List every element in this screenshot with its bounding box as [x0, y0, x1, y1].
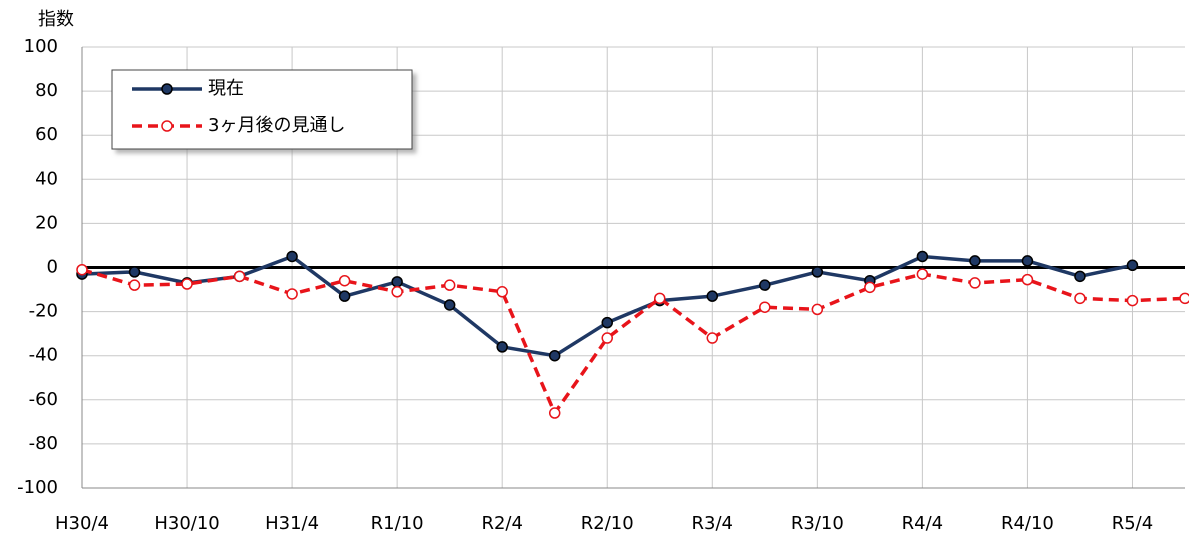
data-point — [548, 407, 561, 419]
data-point — [654, 292, 666, 305]
data-point — [128, 279, 141, 291]
data-point — [864, 281, 876, 294]
data-point — [706, 290, 719, 302]
data-point — [548, 349, 561, 362]
data-point — [1021, 255, 1034, 267]
x-tick-label: H31/4 — [265, 513, 319, 534]
data-point — [233, 270, 246, 283]
x-tick-label: R1/10 — [371, 513, 424, 534]
data-point — [338, 290, 351, 302]
data-point — [601, 316, 613, 329]
data-point — [759, 279, 771, 291]
data-point — [601, 332, 613, 344]
data-point — [969, 277, 981, 289]
data-point — [496, 286, 508, 298]
data-point — [286, 250, 298, 263]
y-tick-label: -40 — [29, 345, 58, 366]
y-tick-label: -20 — [29, 301, 58, 322]
legend-marker — [161, 83, 173, 95]
data-point — [916, 268, 929, 280]
data-point — [706, 332, 719, 344]
x-tick-label: H30/4 — [55, 513, 109, 534]
data-point — [1074, 292, 1086, 305]
x-tick-label: H30/10 — [154, 513, 219, 534]
legend-label: 現在 — [208, 78, 244, 99]
data-point — [181, 278, 193, 290]
series-line — [81, 268, 1186, 417]
data-point — [1179, 292, 1189, 305]
y-tick-label: -100 — [17, 477, 58, 498]
legend: 現在 3ヶ月後の見通し — [111, 69, 413, 150]
data-point — [443, 279, 456, 291]
data-point — [1021, 273, 1034, 286]
data-point — [496, 341, 508, 353]
y-tick-label: 40 — [35, 168, 58, 189]
y-tick-label: 100 — [24, 36, 58, 57]
data-point — [1126, 259, 1139, 272]
data-point — [1074, 270, 1086, 283]
y-axis-title: 指数 — [38, 9, 74, 30]
x-tick-label: R4/10 — [1001, 513, 1054, 534]
data-point — [759, 301, 771, 313]
legend-marker — [161, 120, 173, 132]
x-tick-label: R2/4 — [481, 513, 522, 534]
data-point — [391, 286, 403, 298]
data-point — [969, 255, 981, 267]
data-point — [1126, 294, 1139, 307]
data-point — [811, 266, 824, 278]
legend-box — [111, 69, 413, 150]
y-tick-label: 80 — [35, 80, 58, 101]
x-tick-label: R2/10 — [581, 513, 634, 534]
data-point — [391, 276, 403, 288]
y-tick-label: 0 — [47, 257, 58, 278]
data-point — [443, 299, 456, 311]
data-point — [338, 274, 351, 287]
legend-label: 3ヶ月後の見通し — [208, 115, 345, 136]
x-tick-label: R4/4 — [902, 513, 943, 534]
x-tick-label: R5/4 — [1112, 513, 1153, 534]
data-point — [128, 266, 141, 278]
x-tick-label: R3/10 — [791, 513, 844, 534]
y-tick-label: 20 — [35, 212, 58, 233]
data-point — [811, 303, 824, 316]
data-point — [76, 263, 88, 276]
y-tick-label: 60 — [35, 124, 58, 145]
y-tick-label: -80 — [29, 433, 58, 454]
data-point — [286, 288, 298, 300]
y-tick-label: -60 — [29, 389, 58, 410]
data-point — [916, 250, 929, 263]
x-tick-label: R3/4 — [692, 513, 733, 534]
